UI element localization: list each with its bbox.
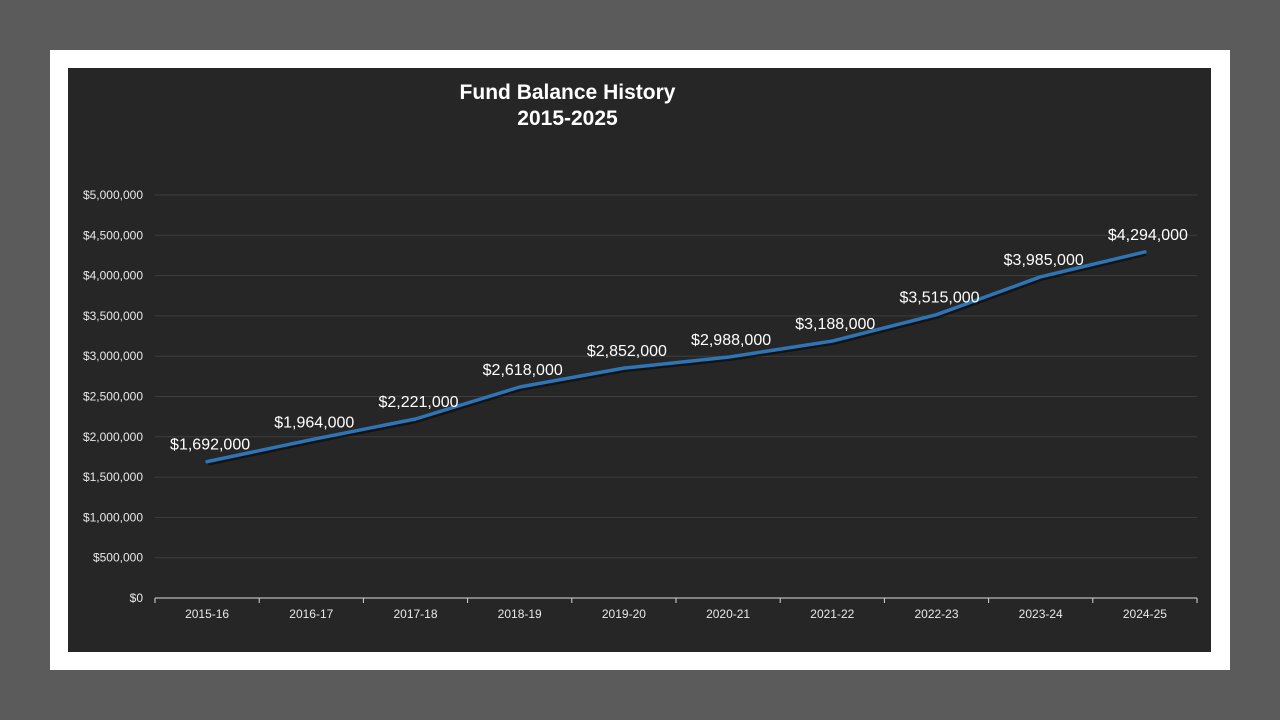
data-point [622, 366, 626, 370]
data-label: $2,618,000 [483, 362, 563, 379]
data-point [205, 460, 209, 464]
y-tick-label: $2,000,000 [83, 430, 143, 444]
y-tick-label: $3,500,000 [83, 309, 143, 323]
x-tick-label: 2019-20 [602, 607, 646, 621]
data-point [1143, 250, 1147, 254]
data-point [830, 339, 834, 343]
chart-title-main: Fund Balance History [459, 81, 676, 104]
data-point [518, 385, 522, 389]
chart-title: Fund Balance History 2015-2025 [68, 80, 1211, 132]
y-tick-label: $1,500,000 [83, 470, 143, 484]
data-label: $3,188,000 [795, 316, 875, 333]
plot-svg: $0 $500,000 $1,000,000 $1,500,000 $2,000,000… [83, 188, 1198, 621]
x-tick-label: 2020-21 [706, 607, 750, 621]
x-tick-label: 2017-18 [393, 607, 437, 621]
y-tick-label: $1,000,000 [83, 510, 143, 524]
y-tick-label: $3,000,000 [83, 349, 143, 363]
x-tick-label: 2024-25 [1123, 607, 1167, 621]
data-label: $2,221,000 [378, 394, 458, 411]
data-label: $2,852,000 [587, 343, 667, 360]
y-tick-label: $2,500,000 [83, 390, 143, 404]
data-point [414, 417, 417, 421]
y-tick-label: $0 [130, 591, 144, 605]
x-tick-label: 2022-23 [914, 607, 958, 621]
data-label: $3,515,000 [899, 290, 979, 307]
x-tick-label: 2015-16 [185, 607, 229, 621]
series-line [205, 250, 1147, 464]
series-line-shadow [207, 251, 1147, 466]
data-label: $4,294,000 [1108, 227, 1188, 244]
chart-area: Fund Balance History 2015-2025 $0 $500,00… [68, 68, 1211, 652]
data-label: $1,692,000 [170, 437, 250, 454]
y-tick-label: $5,000,000 [83, 188, 143, 202]
data-label: $3,985,000 [1004, 252, 1084, 269]
y-tick-label: $4,500,000 [83, 228, 143, 242]
y-tick-label: $500,000 [93, 551, 143, 565]
data-label: $2,988,000 [691, 332, 771, 349]
x-tick-label: 2021-22 [810, 607, 854, 621]
data-point [309, 438, 313, 442]
x-tick-label: 2018-19 [498, 607, 542, 621]
x-tick-label: 2016-17 [289, 607, 333, 621]
data-point [726, 355, 730, 359]
data-point [935, 313, 938, 317]
y-tick-label: $4,000,000 [83, 269, 143, 283]
x-tick-label: 2023-24 [1019, 607, 1063, 621]
data-point [1039, 275, 1043, 279]
chart-subtitle: 2015-2025 [517, 107, 618, 130]
data-label: $1,964,000 [274, 415, 354, 432]
